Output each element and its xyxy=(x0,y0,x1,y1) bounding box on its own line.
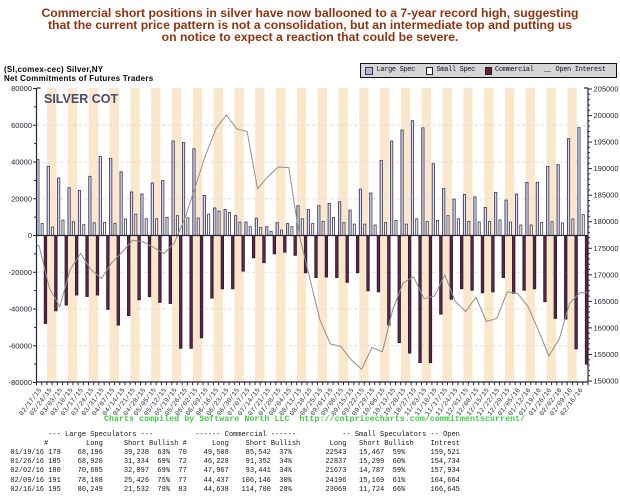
svg-text:195000: 195000 xyxy=(594,138,619,147)
svg-text:60000: 60000 xyxy=(11,121,32,130)
svg-text:-80000: -80000 xyxy=(9,378,32,387)
svg-text:-40000: -40000 xyxy=(9,305,32,314)
svg-text:190000: 190000 xyxy=(594,164,619,173)
svg-text:80000: 80000 xyxy=(11,84,32,93)
svg-text:150000: 150000 xyxy=(594,377,619,386)
svg-text:180000: 180000 xyxy=(594,217,619,226)
svg-text:200000: 200000 xyxy=(594,111,619,120)
svg-text:0: 0 xyxy=(28,231,32,240)
svg-text:155000: 155000 xyxy=(594,350,619,359)
svg-text:40000: 40000 xyxy=(11,158,32,167)
svg-text:165000: 165000 xyxy=(594,297,619,306)
svg-text:-20000: -20000 xyxy=(9,268,32,277)
svg-text:205000: 205000 xyxy=(594,85,619,94)
svg-text:175000: 175000 xyxy=(594,244,619,253)
svg-text:-60000: -60000 xyxy=(9,341,32,350)
svg-text:SILVER COT: SILVER COT xyxy=(44,92,118,106)
svg-text:170000: 170000 xyxy=(594,270,619,279)
svg-text:20000: 20000 xyxy=(11,194,32,203)
svg-text:160000: 160000 xyxy=(594,323,619,332)
svg-text:185000: 185000 xyxy=(594,191,619,200)
